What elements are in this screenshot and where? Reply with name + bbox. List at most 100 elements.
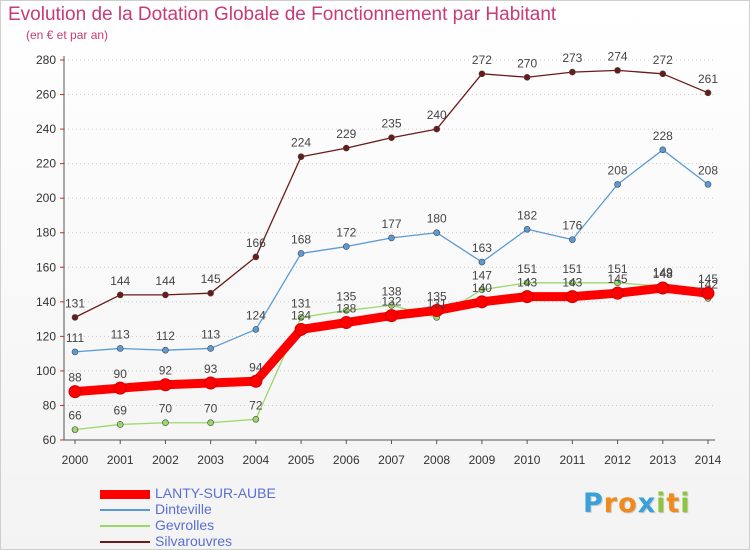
data-point <box>162 346 169 354</box>
legend-item: Silvarouvres <box>100 533 360 550</box>
data-label: 272 <box>653 53 673 67</box>
data-point <box>388 234 395 242</box>
data-point <box>207 419 214 427</box>
data-label: 131 <box>291 296 311 310</box>
data-point <box>569 236 576 243</box>
data-point <box>388 134 395 142</box>
data-label: 235 <box>381 117 401 131</box>
data-point <box>478 70 486 78</box>
x-tick-label: 2012 <box>604 453 631 467</box>
data-point <box>116 421 124 428</box>
x-tick-label: 2010 <box>514 453 541 467</box>
data-label: 168 <box>291 232 311 246</box>
data-point <box>523 279 531 287</box>
data-label: 94 <box>249 360 263 374</box>
data-label: 124 <box>291 308 311 322</box>
x-tick-label: 2007 <box>378 453 405 467</box>
data-label: 182 <box>517 208 537 222</box>
data-label: 131 <box>427 296 447 310</box>
proxiti-logo: Proxiti <box>583 488 691 519</box>
data-label: 112 <box>156 329 175 343</box>
data-label: 180 <box>427 212 447 226</box>
logo-letter: r <box>603 488 619 519</box>
x-tick-label: 2006 <box>333 453 360 467</box>
data-label: 145 <box>608 272 628 286</box>
y-tick-label: 200 <box>36 191 56 205</box>
data-point <box>71 348 79 356</box>
data-point <box>656 281 670 295</box>
x-tick-label: 2000 <box>62 453 89 467</box>
x-tick-label: 2004 <box>243 453 270 467</box>
x-tick-label: 2009 <box>469 453 496 467</box>
data-point <box>297 250 305 257</box>
data-point <box>162 291 169 299</box>
data-point <box>523 73 531 81</box>
data-point <box>704 89 712 97</box>
x-tick-label: 2001 <box>107 453 134 467</box>
legend-item: Gevrolles <box>100 517 360 534</box>
series-lines <box>68 67 715 433</box>
x-tick-label: 2002 <box>152 453 179 467</box>
data-point <box>252 253 260 261</box>
legend-label: Dinteville <box>155 501 212 517</box>
data-point <box>385 309 398 323</box>
legend-swatch <box>100 490 150 499</box>
chart-subtitle: (en € et par an) <box>26 28 109 42</box>
data-label: 142 <box>698 277 718 291</box>
y-tick-label: 220 <box>36 157 56 171</box>
axes: 60 80 100 120 140 160 180 200 220 240 260 280 2000 20… <box>36 53 722 467</box>
data-point <box>659 146 667 154</box>
data-point <box>297 314 305 321</box>
y-tick-label: 60 <box>43 433 57 447</box>
data-label: 272 <box>472 53 492 67</box>
data-label: 66 <box>68 409 82 423</box>
y-tick-label: 160 <box>36 260 56 274</box>
data-label: 163 <box>472 241 492 255</box>
data-label: 151 <box>608 262 628 276</box>
data-point <box>68 385 82 399</box>
data-label: 149 <box>653 265 673 279</box>
data-label: 111 <box>66 331 85 345</box>
y-tick-label: 180 <box>36 226 56 240</box>
legend-label: Silvarouvres <box>155 533 233 549</box>
data-point <box>339 316 353 330</box>
legend-item: LANTY-SUR-AUBE <box>100 485 360 502</box>
logo-letter: x <box>637 488 657 519</box>
x-tick-label: 2013 <box>649 453 676 467</box>
x-tick-label: 2011 <box>559 453 585 467</box>
data-label: 113 <box>111 327 130 341</box>
data-point <box>565 290 579 304</box>
legend-swatch <box>100 541 150 543</box>
data-label: 176 <box>562 219 582 233</box>
logo-letter: i <box>680 488 691 519</box>
y-tick-label: 80 <box>43 398 57 412</box>
data-point <box>569 68 576 76</box>
data-label: 270 <box>517 56 537 70</box>
data-point <box>116 291 124 299</box>
legend-swatch <box>100 525 150 527</box>
y-tick-label: 280 <box>36 53 56 67</box>
x-tick-label: 2005 <box>288 453 315 467</box>
data-point <box>569 279 576 287</box>
data-label: 88 <box>68 371 82 385</box>
y-tick-label: 100 <box>36 364 56 378</box>
data-point <box>433 229 441 237</box>
data-point <box>162 419 169 427</box>
y-tick-label: 140 <box>36 295 56 309</box>
data-label: 274 <box>608 49 628 63</box>
data-label: 208 <box>608 163 628 177</box>
data-label: 143 <box>562 276 582 290</box>
y-tick-label: 260 <box>36 88 56 102</box>
y-tick-label: 120 <box>36 329 56 343</box>
data-label: 135 <box>427 289 447 303</box>
data-point <box>249 374 263 388</box>
legend-label: Gevrolles <box>155 517 215 533</box>
data-label: 69 <box>114 403 128 417</box>
legend-swatch <box>100 509 150 511</box>
x-tick-label: 2014 <box>695 453 722 467</box>
data-point <box>388 301 395 309</box>
data-label: 151 <box>562 262 582 276</box>
data-point <box>659 70 667 78</box>
